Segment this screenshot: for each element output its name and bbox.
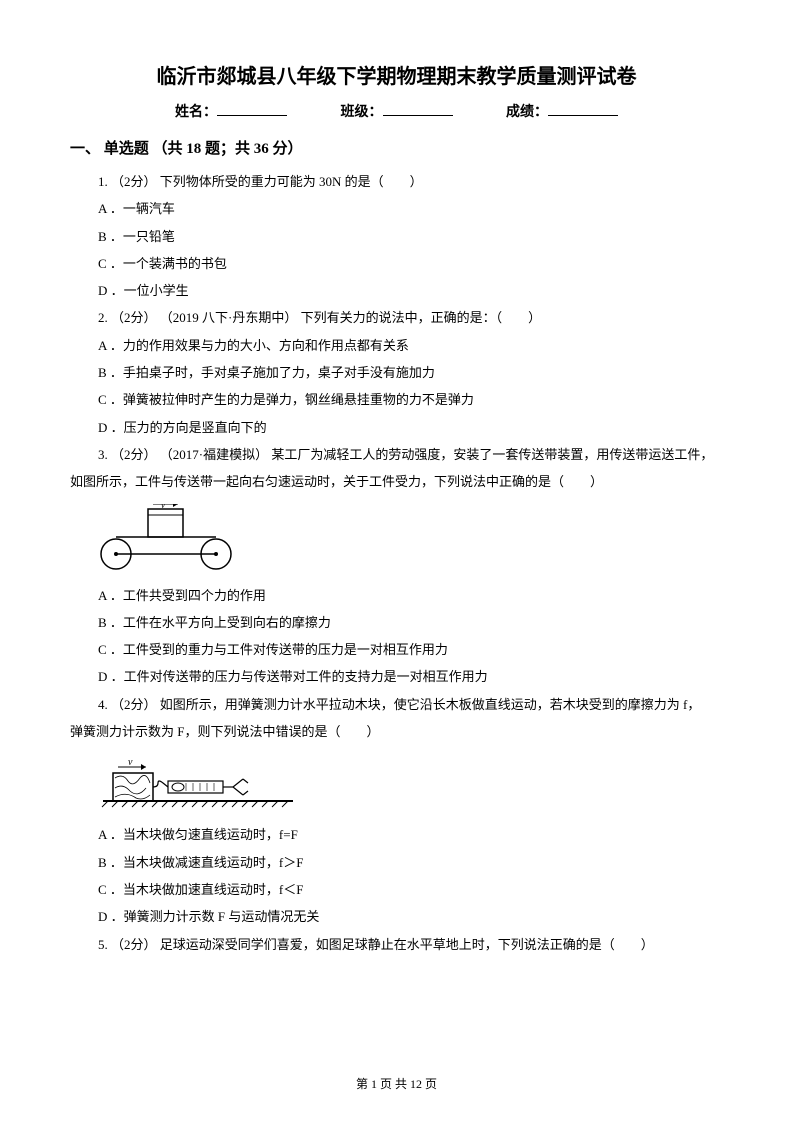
footer-total: 12 bbox=[410, 1077, 422, 1091]
section-title: 单选题 bbox=[104, 141, 149, 157]
q4-continuation: 弹簧测力计示数为 F，则下列说法中错误的是（ ） bbox=[70, 718, 723, 745]
q4-option-c: C ．当木块做加速直线运动时，f＜F bbox=[98, 876, 723, 903]
q2-num: 2. bbox=[98, 310, 108, 325]
q1-option-a: A ．一辆汽车 bbox=[98, 195, 723, 222]
score-blank[interactable] bbox=[548, 115, 618, 116]
section-number: 一、 bbox=[70, 141, 100, 157]
class-label: 班级： bbox=[341, 101, 383, 121]
q2-option-d: D ．压力的方向是竖直向下的 bbox=[98, 414, 723, 441]
q3-option-c: C ．工件受到的重力与工件对传送带的压力是一对相互作用力 bbox=[98, 636, 723, 663]
q2-option-b: B ．手拍桌子时，手对桌子施加了力，桌子对手没有施加力 bbox=[98, 359, 723, 386]
section-header: 一、 单选题 （共 18 题；共 36 分） bbox=[70, 137, 723, 158]
student-info-row: 姓名： 班级： 成绩： bbox=[70, 101, 723, 121]
q1-text: 下列物体所受的重力可能为 30N 的是（ ） bbox=[160, 174, 423, 189]
q5-num: 5. bbox=[98, 937, 108, 952]
q3-continuation: 如图所示，工件与传送带一起向右匀速运动时，关于工件受力，下列说法中正确的是（ ） bbox=[70, 468, 723, 495]
q1-option-b: B ．一只铅笔 bbox=[98, 223, 723, 250]
q4-option-d: D ．弹簧测力计示数 F 与运动情况无关 bbox=[98, 903, 723, 930]
question-3: 3. （2分） （2017·福建模拟） 某工厂为减轻工人的劳动强度，安装了一套传… bbox=[98, 441, 723, 468]
q3-text: 某工厂为减轻工人的劳动强度，安装了一套传送带装置，用传送带运送工件， bbox=[271, 447, 713, 462]
q1-points: （2分） bbox=[111, 174, 157, 189]
question-1: 1. （2分） 下列物体所受的重力可能为 30N 的是（ ） bbox=[98, 168, 723, 195]
score-label: 成绩： bbox=[506, 101, 548, 121]
q3-tag: （2017·福建模拟） bbox=[160, 447, 268, 462]
q3-num: 3. bbox=[98, 447, 108, 462]
q2-option-a: A ．力的作用效果与力的大小、方向和作用点都有关系 bbox=[98, 332, 723, 359]
name-label: 姓名： bbox=[175, 101, 217, 121]
q4-option-a: A ．当木块做匀速直线运动时，f=F bbox=[98, 821, 723, 848]
q3-option-d: D ．工件对传送带的压力与传送带对工件的支持力是一对相互作用力 bbox=[98, 663, 723, 690]
question-5: 5. （2分） 足球运动深受同学们喜爱，如图足球静止在水平草地上时，下列说法正确… bbox=[98, 931, 723, 958]
question-2: 2. （2分） （2019 八下·丹东期中） 下列有关力的说法中，正确的是：（ … bbox=[98, 304, 723, 331]
q3-figure-conveyor: v bbox=[98, 504, 723, 574]
q3-points: （2分） bbox=[111, 447, 157, 462]
q3-option-b: B ．工件在水平方向上受到向右的摩擦力 bbox=[98, 609, 723, 636]
page-footer: 第 1 页 共 12 页 bbox=[0, 1075, 793, 1092]
name-blank[interactable] bbox=[217, 115, 287, 116]
section-detail: （共 18 题；共 36 分） bbox=[153, 141, 303, 157]
q2-points: （2分） bbox=[111, 310, 157, 325]
q1-option-d: D ．一位小学生 bbox=[98, 277, 723, 304]
q2-tag: （2019 八下·丹东期中） bbox=[160, 310, 298, 325]
svg-text:v: v bbox=[128, 757, 133, 768]
q2-text: 下列有关力的说法中，正确的是：（ ） bbox=[301, 310, 542, 325]
q5-text: 足球运动深受同学们喜爱，如图足球静止在水平草地上时，下列说法正确的是（ ） bbox=[160, 937, 654, 952]
q4-text: 如图所示，用弹簧测力计水平拉动木块，使它沿长木板做直线运动，若木块受到的摩擦力为… bbox=[160, 697, 701, 712]
q4-points: （2分） bbox=[111, 697, 157, 712]
footer-suffix: 页 bbox=[422, 1077, 437, 1091]
question-4: 4. （2分） 如图所示，用弹簧测力计水平拉动木块，使它沿长木板做直线运动，若木… bbox=[98, 691, 723, 718]
footer-prefix: 第 bbox=[356, 1077, 371, 1091]
q4-num: 4. bbox=[98, 697, 108, 712]
footer-mid: 页 共 bbox=[377, 1077, 410, 1091]
exam-title: 临沂市郯城县八年级下学期物理期末教学质量测评试卷 bbox=[70, 60, 723, 89]
q1-option-c: C ．一个装满书的书包 bbox=[98, 250, 723, 277]
q5-points: （2分） bbox=[111, 937, 157, 952]
q1-num: 1. bbox=[98, 174, 108, 189]
q4-figure-spring-scale: v bbox=[98, 753, 723, 813]
q3-option-a: A ．工件共受到四个力的作用 bbox=[98, 582, 723, 609]
q2-option-c: C ．弹簧被拉伸时产生的力是弹力，钢丝绳悬挂重物的力不是弹力 bbox=[98, 386, 723, 413]
svg-text:v: v bbox=[161, 504, 165, 510]
q4-option-b: B ．当木块做减速直线运动时，f＞F bbox=[98, 849, 723, 876]
class-blank[interactable] bbox=[383, 115, 453, 116]
